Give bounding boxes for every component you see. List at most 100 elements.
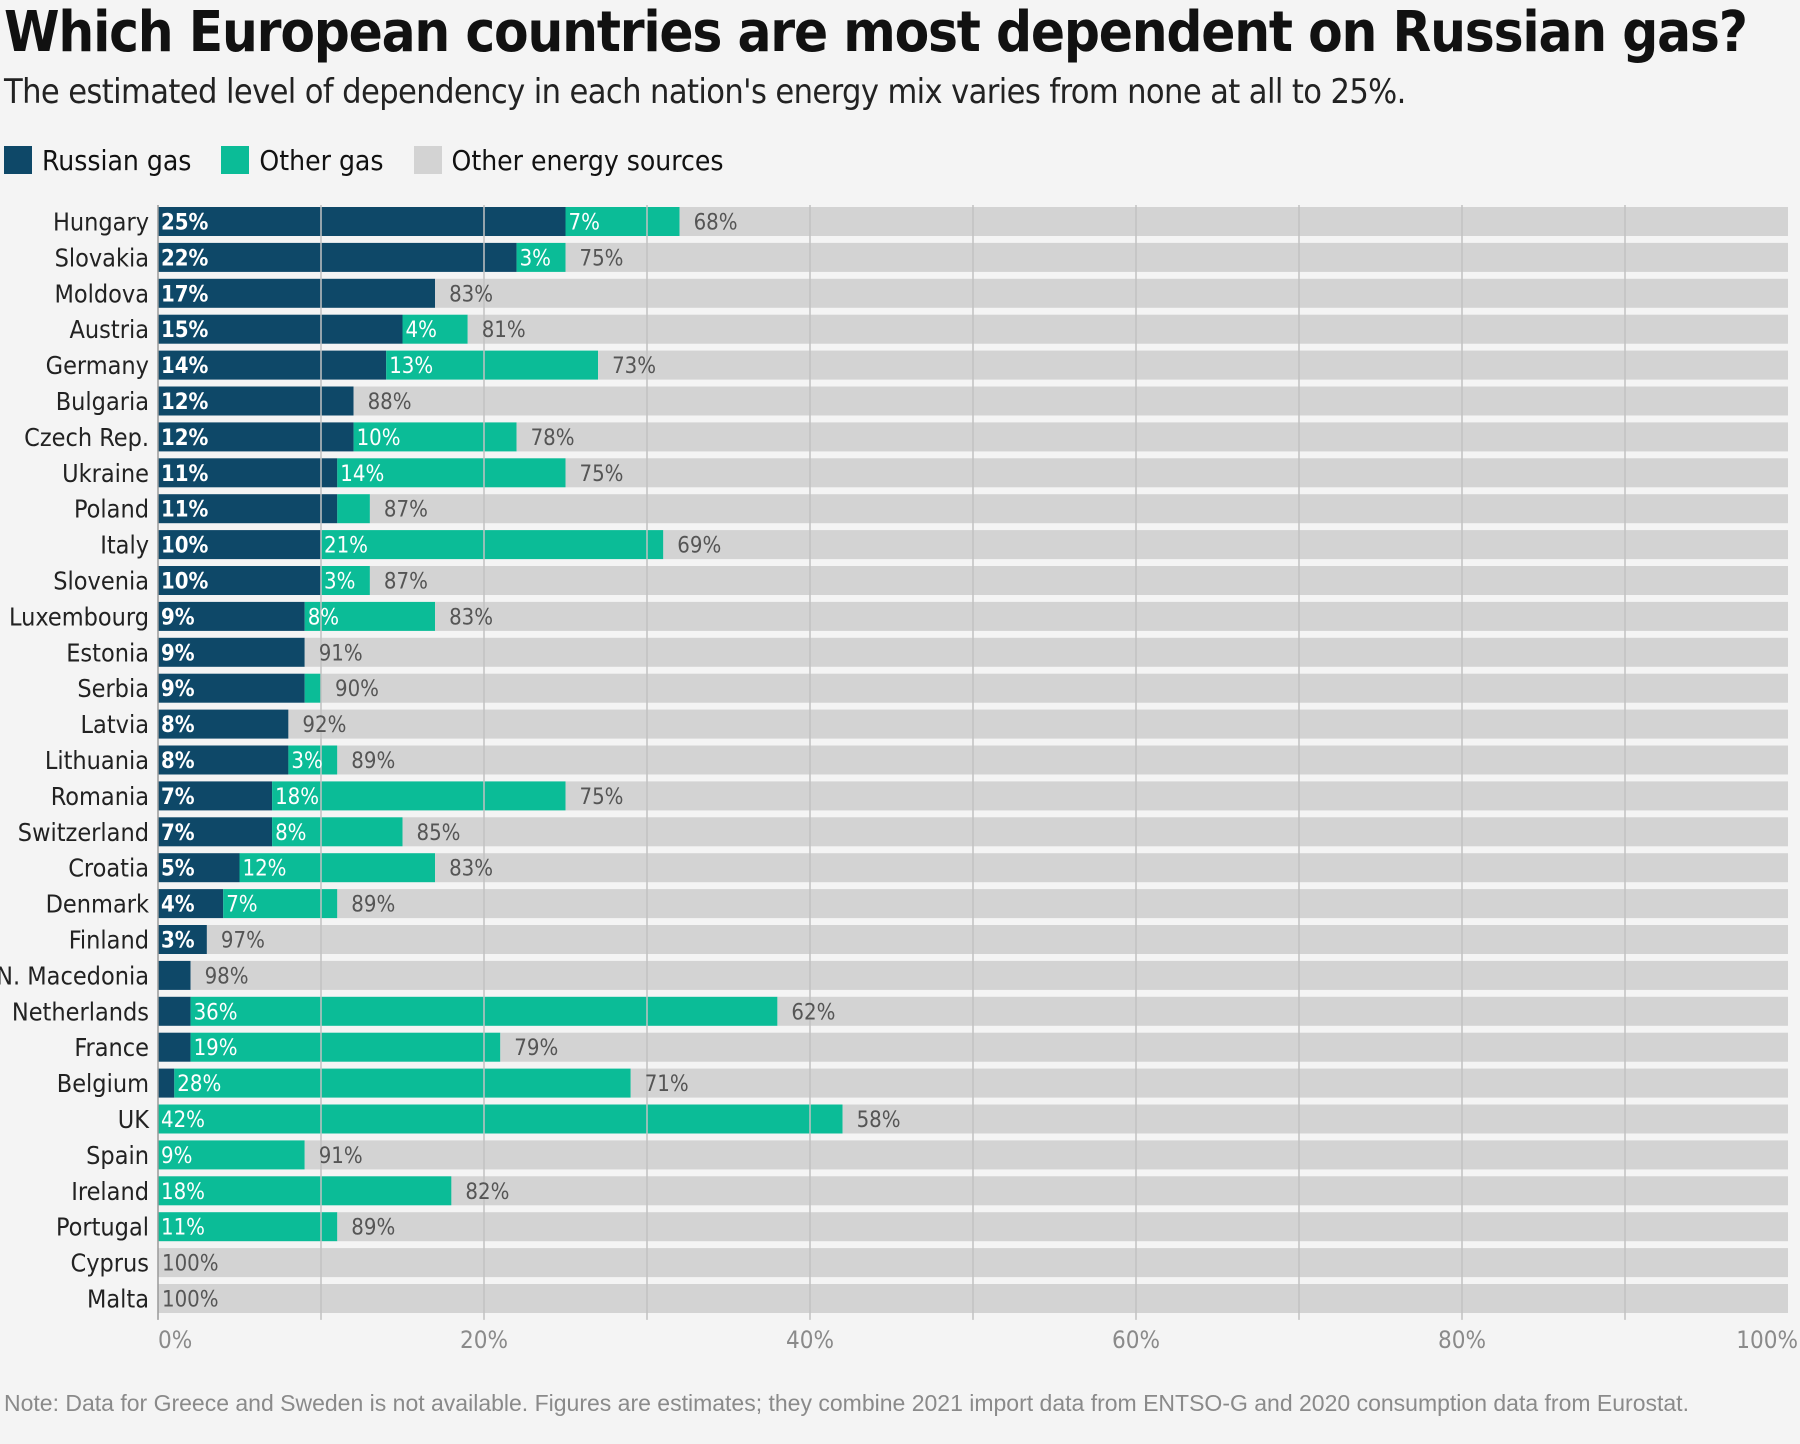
x-tick-label: 0% [158,1326,192,1354]
legend-label-other-gas: Other gas [259,143,384,177]
bar-segment-other-energy [337,1212,1788,1242]
value-label-russian-gas: 12% [161,390,209,415]
category-label: Slovenia [53,567,149,596]
bar-segment-other-gas [158,1104,843,1134]
bar-segment-other-gas [223,889,338,919]
bar-segment-other-gas [158,1140,305,1170]
x-tick-label: 20% [460,1326,508,1354]
bar-segment-russian-gas [158,601,305,631]
bar-segment-other-energy [598,350,1788,380]
bar-segment-russian-gas [158,889,224,919]
value-label-russian-gas: 10% [161,570,209,595]
value-label-other-energy: 100% [162,1288,219,1313]
value-label-russian-gas: 3% [161,929,195,954]
value-label-other-gas: 18% [275,785,319,810]
legend-swatch-russian-gas [4,146,32,174]
bar-segment-other-gas [304,601,436,631]
value-label-other-gas: 8% [275,821,306,846]
category-label: Cyprus [70,1249,149,1278]
bar-segment-russian-gas [158,637,305,667]
bar-segment-russian-gas [158,853,240,883]
value-label-other-energy: 58% [857,1108,901,1133]
category-label: Austria [70,315,149,344]
legend-item-russian-gas: Russian gas [4,144,191,177]
value-label-russian-gas: 9% [161,677,195,702]
bar-segment-other-energy [500,1032,1788,1062]
bar-segment-russian-gas [158,494,338,524]
bar-segment-other-energy [288,709,1788,739]
value-label-other-energy: 83% [449,857,493,882]
category-label: Czech Rep. [24,423,149,452]
bar-segment-other-gas [337,494,370,524]
value-label-other-energy: 73% [612,354,656,379]
value-label-other-gas: 4% [406,318,437,343]
bar-segment-other-gas [353,422,517,452]
bar-segment-other-energy [190,960,1789,990]
x-tick-label: 60% [1112,1326,1160,1354]
value-label-other-energy: 89% [351,749,395,774]
value-label-other-gas: 8% [308,605,339,630]
value-label-other-energy: 75% [580,246,624,271]
legend-swatch-other-energy [413,146,442,174]
bar-segment-other-gas [190,1032,501,1062]
category-label: Switzerland [18,818,149,847]
value-label-other-energy: 88% [368,390,412,415]
bar-segment-other-energy [304,1140,1789,1170]
bar-segment-russian-gas [158,350,387,380]
value-label-other-energy: 78% [531,426,575,451]
value-label-other-gas: 3% [324,570,355,595]
value-label-other-energy: 92% [302,713,346,738]
value-label-other-gas: 12% [243,857,287,882]
value-label-other-gas: 3% [291,749,322,774]
value-label-russian-gas: 4% [161,893,195,918]
bar-segment-other-gas [158,1212,338,1242]
bar-segment-other-gas [158,1176,452,1206]
value-label-other-energy: 75% [580,462,624,487]
value-label-other-energy: 98% [205,964,249,989]
chart-note: Note: Data for Greece and Sweden is not … [4,1390,1689,1416]
value-label-russian-gas: 25% [161,211,209,236]
value-label-other-energy: 100% [162,1252,219,1277]
bar-segment-other-energy [565,242,1788,272]
category-label: Finland [69,926,149,955]
value-label-russian-gas: 8% [161,713,195,738]
value-label-other-gas: 11% [161,1216,205,1241]
legend-label-other-energy: Other energy sources [451,143,724,177]
bar-segment-russian-gas [158,1068,175,1098]
bar-segment-other-energy [435,601,1789,631]
bar-segment-russian-gas [158,278,436,308]
bar-segment-other-energy [304,637,1789,667]
value-label-other-energy: 89% [351,1216,395,1241]
legend: Russian gas Other gas Other energy sourc… [4,142,723,178]
category-label: Latvia [81,710,149,739]
bar-segment-other-gas [386,350,599,380]
category-label: Ukraine [62,459,149,488]
bar-segment-other-energy [663,530,1788,560]
value-label-other-energy: 83% [449,282,493,307]
bar-segment-other-energy [565,781,1788,811]
value-label-other-energy: 90% [335,677,379,702]
bar-segment-russian-gas [158,709,289,739]
category-label: Slovakia [55,243,149,272]
value-label-other-energy: 71% [645,1072,689,1097]
category-label: Germany [46,351,149,380]
value-label-other-gas: 7% [226,893,257,918]
category-label: Ireland [71,1177,149,1206]
category-label: Serbia [77,674,149,703]
bar-segment-other-energy [321,673,1788,703]
bar-segment-russian-gas [158,530,321,560]
bar-segment-russian-gas [158,781,273,811]
bar-segment-other-energy [516,422,1788,452]
value-label-russian-gas: 7% [161,821,195,846]
value-label-other-energy: 79% [514,1036,558,1061]
value-label-other-gas: 13% [389,354,433,379]
bar-segment-other-energy [842,1104,1788,1134]
value-label-other-energy: 91% [319,641,363,666]
bar-segment-other-gas [288,745,338,775]
category-label: Croatia [68,854,149,883]
bar-segment-russian-gas [158,566,321,595]
value-label-russian-gas: 7% [161,785,195,810]
value-label-other-gas: 3% [520,246,551,271]
category-label: Bulgaria [56,387,149,416]
value-label-other-gas: 10% [357,426,401,451]
